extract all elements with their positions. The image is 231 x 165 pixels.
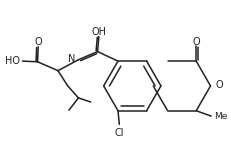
Text: O: O <box>215 80 223 90</box>
Text: O: O <box>34 37 42 47</box>
Text: O: O <box>192 37 200 47</box>
Text: Me: Me <box>214 112 227 121</box>
Text: Cl: Cl <box>115 128 124 138</box>
Text: N: N <box>68 54 76 64</box>
Text: HO: HO <box>5 56 20 66</box>
Text: OH: OH <box>91 27 106 37</box>
